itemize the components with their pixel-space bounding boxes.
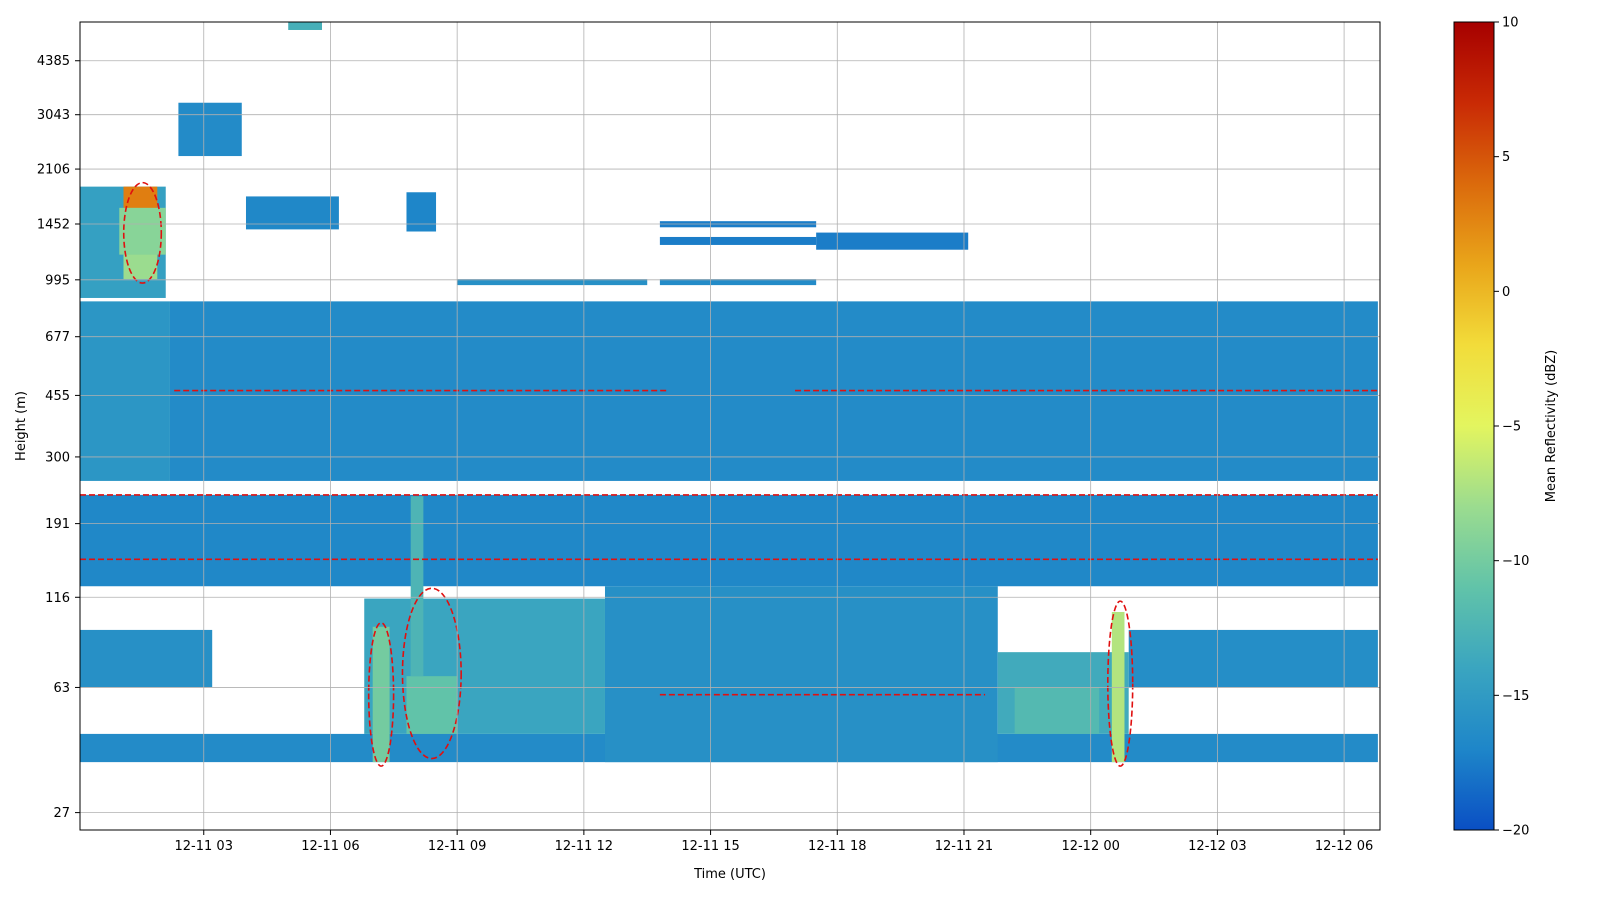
- y-axis-ticks: 27 63 116 191 300 455 677 995 1452 2106 3043 4385: [37, 54, 80, 821]
- y-tick-label: 3043: [37, 108, 70, 123]
- reflectivity-band-6: [364, 598, 605, 734]
- colorbar-tick-label: 0: [1502, 285, 1510, 300]
- x-axis-ticks: 12-11 03 12-11 06 12-11 09 12-11 12 12-11 15…: [175, 830, 1373, 854]
- y-tick-label: 2106: [37, 163, 70, 178]
- y-tick-label: 116: [45, 591, 70, 606]
- colorbar-tick-label: 5: [1502, 150, 1510, 165]
- x-tick-label: 12-11 06: [301, 839, 359, 854]
- x-tick-label: 12-11 12: [555, 839, 613, 854]
- reflectivity-band-15: [406, 192, 437, 232]
- reflectivity-band-16: [288, 22, 323, 30]
- contour-loop-0: [122, 181, 163, 284]
- reflectivity-band-18: [659, 236, 817, 245]
- colorbar-label: Mean Reflectivity (dBZ): [1544, 350, 1559, 503]
- reflectivity-band-1: [80, 301, 170, 481]
- colorbar: [1453, 21, 1495, 831]
- reflectivity-band-21: [457, 279, 648, 286]
- reflectivity-band-14: [245, 196, 339, 230]
- y-tick-label: 1452: [37, 217, 70, 232]
- reflectivity-band-22: [372, 626, 390, 763]
- x-tick-label: 12-11 09: [428, 839, 486, 854]
- x-tick-label: 12-11 15: [681, 839, 739, 854]
- reflectivity-band-5: [80, 629, 213, 688]
- reflectivity-band-8: [1128, 629, 1378, 688]
- x-tick-label: 12-11 21: [935, 839, 993, 854]
- x-tick-label: 12-12 03: [1188, 839, 1246, 854]
- x-tick-label: 12-12 06: [1315, 839, 1373, 854]
- colorbar-tick-label: −10: [1502, 554, 1529, 569]
- y-tick-label: 995: [45, 273, 70, 288]
- y-axis-label: Height (m): [14, 391, 29, 461]
- reflectivity-contours: [80, 181, 1378, 767]
- reflectivity-band-13: [178, 102, 242, 157]
- reflectivity-band-12: [119, 207, 166, 255]
- contour-loop-1: [367, 621, 395, 767]
- y-tick-label: 677: [45, 330, 70, 345]
- y-tick-label: 63: [53, 681, 70, 696]
- y-tick-label: 27: [53, 806, 70, 821]
- colorbar-tick-label: −15: [1502, 689, 1529, 704]
- reflectivity-band-23: [406, 676, 458, 734]
- x-tick-label: 12-11 03: [175, 839, 233, 854]
- y-tick-label: 191: [45, 517, 70, 532]
- x-tick-label: 12-12 00: [1061, 839, 1119, 854]
- reflectivity-band-4: [604, 586, 998, 763]
- colorbar-tick-label: −20: [1502, 824, 1529, 839]
- reflectivity-band-26: [1014, 687, 1100, 734]
- colorbar-tick-label: 10: [1502, 16, 1519, 31]
- y-tick-label: 300: [45, 450, 70, 465]
- reflectivity-band-24: [410, 496, 424, 677]
- y-tick-label: 455: [45, 389, 70, 404]
- reflectivity-band-2: [80, 494, 1378, 587]
- contour-loop-3: [1107, 600, 1134, 767]
- colorbar-tick-label: −5: [1502, 420, 1521, 435]
- plot-area-frame: [79, 21, 1381, 831]
- y-tick-label: 4385: [37, 54, 70, 69]
- reflectivity-band-20: [659, 279, 817, 286]
- x-tick-label: 12-11 18: [808, 839, 866, 854]
- x-axis-label: Time (UTC): [693, 867, 766, 882]
- colorbar-ticks: 10 5 0 −5 −10 −15 −20: [1494, 16, 1529, 839]
- contour-loop-2: [401, 587, 462, 760]
- reflectivity-band-19: [816, 232, 969, 250]
- grid-lines: [80, 22, 1380, 830]
